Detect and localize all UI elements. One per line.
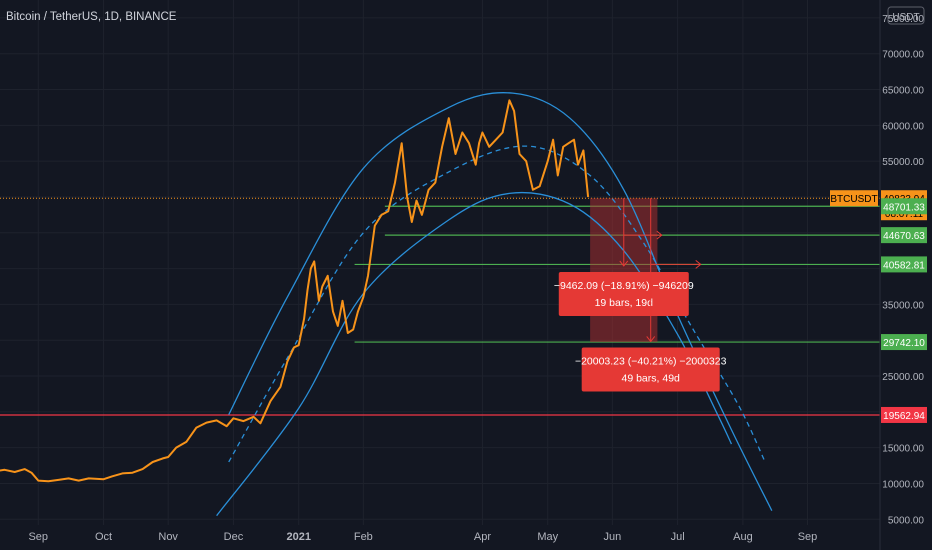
- symbol-tag: [830, 190, 878, 207]
- x-tick-label: 2021: [286, 531, 310, 543]
- x-tick-label: Aug: [733, 531, 753, 543]
- countdown-tag-text: 08:07:11: [885, 209, 924, 220]
- y-tick-label: 5000.00: [888, 515, 925, 526]
- level-price-tag-text: 44670.63: [883, 231, 925, 242]
- level-price-tag-text: 29742.10: [883, 338, 925, 349]
- level-price-tag: [881, 334, 927, 351]
- measure-label-line1: −9462.09 (−18.91%) −946209: [554, 280, 694, 292]
- x-axis: Sep Oct Nov Dec 2021 Feb Apr May Jun Jul Aug Sep: [28, 531, 817, 543]
- x-tick-label: Nov: [158, 531, 178, 543]
- measure-label-box[interactable]: [581, 347, 720, 392]
- y-tick-label: 10000.00: [882, 479, 924, 490]
- price-series: [0, 99, 590, 483]
- price-axis-tags: 49823.9408:07:1148701.3344670.6340582.81…: [830, 190, 927, 423]
- measure-arrow-head: [656, 230, 663, 240]
- currency-badge: USDT: [892, 12, 919, 23]
- level-price-tag-text: 48701.33: [883, 202, 925, 213]
- currency-badge-frame[interactable]: [887, 6, 925, 25]
- level-price-tag: [881, 198, 927, 215]
- grid-lines: [0, 0, 880, 525]
- measure-label-line2: 19 bars, 19d: [595, 297, 654, 309]
- y-tick-label: 35000.00: [882, 300, 924, 311]
- y-tick-label: 15000.00: [882, 444, 924, 455]
- level-price-tag: [881, 406, 927, 423]
- x-tick-label: Jun: [603, 531, 621, 543]
- x-tick-label: Dec: [224, 531, 244, 543]
- measure-label-line1: −20003.23 (−40.21%) −2000323: [575, 355, 727, 367]
- y-tick-label: 65000.00: [882, 86, 924, 97]
- x-tick-label: Apr: [474, 531, 491, 543]
- measure-label-line2: 49 bars, 49d: [622, 372, 681, 384]
- x-tick-label: Jul: [671, 531, 685, 543]
- symbol-tag-text: BTCUSDT: [830, 194, 877, 205]
- y-tick-label: 75000.00: [882, 14, 924, 25]
- measure-arrow-head: [619, 260, 629, 267]
- x-tick-label: Sep: [28, 531, 48, 543]
- level-price-tag: [881, 256, 927, 273]
- measure-arrow-head: [695, 260, 702, 269]
- level-price-tag: [881, 227, 927, 244]
- measure-label-box[interactable]: [558, 271, 689, 316]
- price-line: [0, 99, 590, 483]
- y-axis: 75000.00 70000.00 65000.00 60000.00 55000.00…: [882, 14, 924, 526]
- y-tick-label: 55000.00: [882, 157, 924, 168]
- y-tick-label: 70000.00: [882, 50, 924, 61]
- x-tick-label: May: [537, 531, 558, 543]
- measurement-tools[interactable]: −9462.09 (−18.91%) −946209 19 bars, 19d −2…: [554, 198, 727, 392]
- price-axis-panel[interactable]: [880, 0, 932, 550]
- symbol-title: Bitcoin / TetherUS, 1D, BINANCE: [6, 11, 177, 23]
- x-tick-label: Feb: [354, 531, 373, 543]
- x-tick-label: Sep: [798, 531, 818, 543]
- level-price-tag-text: 40582.81: [883, 260, 925, 271]
- level-price-tag-text: 19562.94: [883, 411, 925, 422]
- y-tick-label: 25000.00: [882, 372, 924, 383]
- x-tick-label: Oct: [95, 531, 112, 543]
- measure-arrow-head: [646, 336, 656, 343]
- y-tick-label: 60000.00: [882, 121, 924, 132]
